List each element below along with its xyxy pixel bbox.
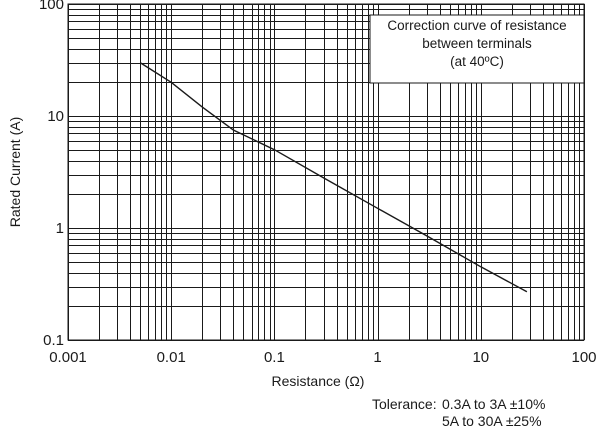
annotation-line-3: (at 40ºC) bbox=[450, 54, 504, 69]
x-tick-label: 100 bbox=[571, 349, 596, 366]
annotation-box: Correction curve of resistance between t… bbox=[369, 14, 585, 84]
x-tick-labels: 0.001 0.01 0.1 1 10 100 bbox=[49, 349, 596, 366]
x-tick-label: 0.01 bbox=[157, 349, 186, 366]
series-line bbox=[139, 62, 528, 293]
tolerance-values: 0.3A to 3A ±10% 5A to 30A ±25% bbox=[442, 396, 545, 430]
tolerance-label: Tolerance: bbox=[372, 396, 437, 412]
y-tick-label: 1 bbox=[56, 220, 64, 237]
tolerance-row: Tolerance: 0.3A to 3A ±10% 5A to 30A ±25… bbox=[372, 396, 545, 430]
x-tick-label: 0.001 bbox=[49, 349, 87, 366]
annotation-line-1: Correction curve of resistance bbox=[387, 18, 566, 33]
x-tick-label: 0.1 bbox=[264, 349, 285, 366]
y-tick-label: 100 bbox=[39, 0, 64, 13]
plot-frame bbox=[67, 3, 585, 341]
y-tick-labels: 0.1 1 10 100 bbox=[39, 0, 64, 349]
series-curve-group bbox=[139, 62, 528, 293]
tolerance-line-2: 5A to 30A ±25% bbox=[442, 413, 542, 429]
tolerance-note: Tolerance: 0.3A to 3A ±10% 5A to 30A ±25… bbox=[372, 396, 545, 430]
annotation-line-2: between terminals bbox=[422, 36, 532, 51]
x-axis-label: Resistance (Ω) bbox=[272, 373, 365, 389]
x-tick-label: 1 bbox=[373, 349, 381, 366]
tolerance-line-1: 0.3A to 3A ±10% bbox=[442, 396, 546, 412]
y-tick-label: 10 bbox=[47, 108, 64, 125]
y-tick-label: 0.1 bbox=[43, 332, 64, 349]
grid bbox=[68, 4, 585, 341]
x-tick-label: 10 bbox=[472, 349, 489, 366]
y-axis-label: Rated Current (A) bbox=[7, 117, 23, 227]
